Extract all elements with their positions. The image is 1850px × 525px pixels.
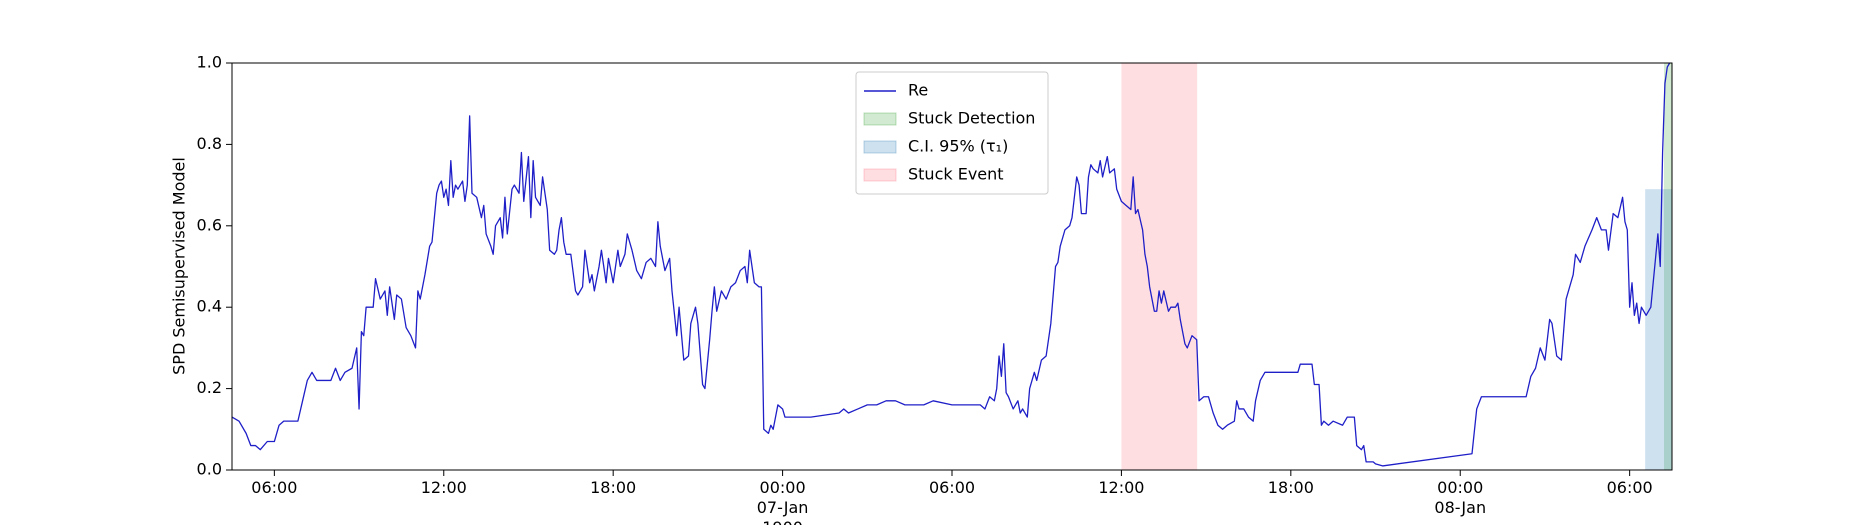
legend-label: C.I. 95% (τ₁) [908, 137, 1008, 156]
x-tick-label: 12:00 [1098, 478, 1144, 497]
legend-patch [863, 112, 897, 126]
y-tick-label: 0.6 [197, 215, 222, 234]
legend: Re Stuck Detection C.I. 95% (τ₁) Stuck Even… [855, 71, 1049, 195]
data-line [231, 62, 1671, 467]
y-tick-label: 0.0 [197, 460, 222, 479]
x-tick-label: 18:00 [1268, 478, 1314, 497]
y-tick-label: 0.8 [197, 134, 222, 153]
legend-box [855, 71, 1049, 195]
legend-label: Re [908, 81, 928, 100]
x-tick-label: 06:00 [929, 478, 975, 497]
x-tick-label: 06:00 [251, 478, 297, 497]
y-tick-label: 0.2 [197, 378, 222, 397]
span [1664, 63, 1672, 470]
legend-label: Stuck Event [908, 165, 1004, 184]
y-tick-label: 0.4 [197, 297, 222, 316]
y-axis-label: SPD Semisupervised Model [170, 157, 189, 375]
x-tick-label: 06:00 [1607, 478, 1653, 497]
legend-label: Stuck Detection [908, 109, 1035, 128]
x-tick-label: 00:00 08-Jan [1434, 478, 1486, 517]
legend-patch [863, 168, 897, 182]
span [1121, 63, 1198, 470]
axes-frame [231, 62, 1673, 471]
y-tick-label: 1.0 [197, 53, 222, 72]
x-tick-label: 12:00 [421, 478, 467, 497]
legend-patch [863, 140, 897, 154]
x-tick-label: 18:00 [590, 478, 636, 497]
span [1645, 189, 1672, 471]
